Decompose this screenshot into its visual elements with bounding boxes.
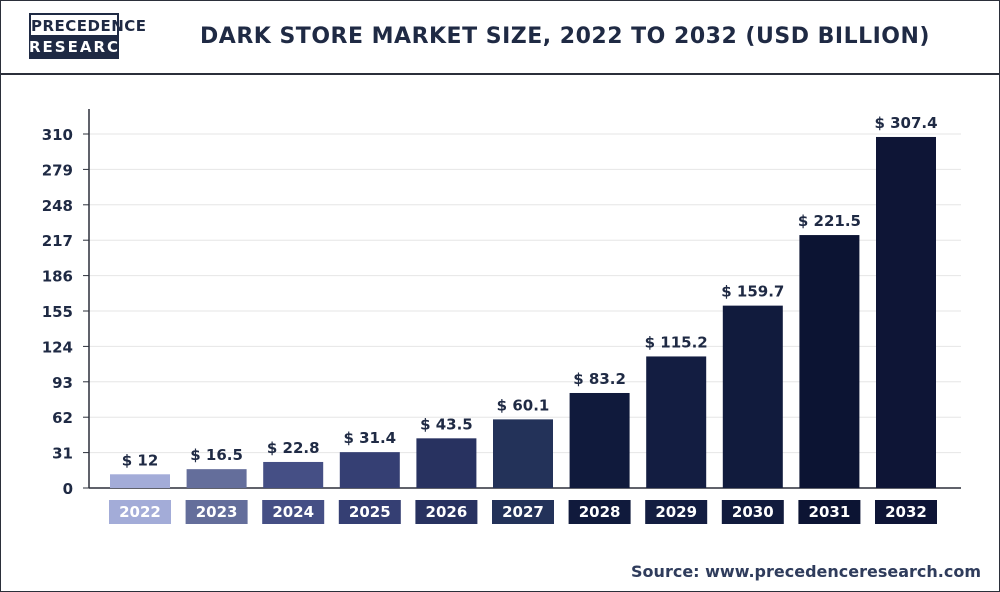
bar-chart: 0 31 62 93 124 155 186 217 248 279 310 $ 12 2022 $ 16…	[1, 77, 999, 547]
x-tick-label: 2022	[119, 503, 161, 521]
x-tick-label: 2029	[655, 503, 697, 521]
bar	[186, 469, 247, 488]
bar	[416, 438, 477, 488]
y-tick-label: 248	[42, 197, 73, 215]
x-tick-label-box	[568, 500, 631, 524]
y-tick-label: 93	[52, 374, 73, 392]
y-tick-label: 31	[52, 445, 73, 463]
x-tick-label-box	[415, 500, 478, 524]
header: PRECEDENCE RESEARCH DARK STORE MARKET SI…	[1, 1, 999, 75]
data-label: $ 60.1	[497, 396, 550, 414]
y-tick-label: 0	[63, 480, 73, 498]
data-label: $ 31.4	[343, 429, 396, 447]
bar	[876, 136, 936, 488]
logo-bottom-text: RESEARCH	[29, 35, 133, 59]
y-tick-label: 186	[42, 268, 73, 286]
x-tick-label: 2032	[885, 503, 927, 521]
bar-chart-svg: 0 31 62 93 124 155 186 217 248 279 310 $ 12 2022 $ 16…	[42, 109, 961, 524]
x-tick-label: 2025	[349, 503, 391, 521]
bar	[263, 461, 324, 488]
y-tick-label: 62	[52, 409, 73, 427]
bar	[646, 356, 707, 488]
x-tick-label: 2027	[502, 503, 544, 521]
x-tick-label: 2026	[426, 503, 468, 521]
data-label: $ 159.7	[721, 283, 784, 301]
x-tick-label-box	[262, 500, 325, 524]
bar	[722, 305, 783, 488]
x-tick-label: 2030	[732, 503, 774, 521]
chart-title: DARK STORE MARKET SIZE, 2022 TO 2032 (US…	[200, 24, 930, 49]
x-tick-label: 2023	[196, 503, 238, 521]
x-tick-label-box	[492, 500, 554, 524]
data-label: $ 307.4	[874, 114, 937, 132]
data-label: $ 16.5	[190, 446, 243, 464]
bar	[110, 474, 170, 488]
data-label: $ 221.5	[798, 212, 861, 230]
x-tick-label-box	[338, 500, 401, 524]
x-tick-label-box	[109, 500, 171, 524]
y-tick-label: 124	[42, 338, 73, 356]
data-label: $ 22.8	[267, 439, 320, 457]
data-label: $ 43.5	[420, 415, 473, 433]
bar	[339, 452, 400, 488]
brand-logo: PRECEDENCE RESEARCH	[29, 13, 146, 61]
x-tick-label-box	[798, 500, 861, 524]
source-credit: Source: www.precedenceresearch.com	[631, 562, 981, 581]
logo-top-text: PRECEDENCE	[29, 13, 146, 35]
y-tick-label: 310	[42, 126, 73, 144]
y-tick-label: 279	[42, 161, 73, 179]
data-label: $ 83.2	[573, 370, 626, 388]
x-tick-label-box	[645, 500, 708, 524]
x-tick-label-box	[875, 500, 937, 524]
x-tick-label: 2031	[809, 503, 851, 521]
bar	[799, 235, 860, 488]
data-label: $ 115.2	[645, 333, 708, 351]
x-tick-label: 2028	[579, 503, 621, 521]
data-label: $ 12	[122, 451, 159, 469]
x-tick-label: 2024	[272, 503, 314, 521]
y-tick-label: 155	[42, 303, 73, 321]
bar	[493, 419, 553, 488]
bar	[569, 392, 630, 488]
x-tick-label-box	[721, 500, 784, 524]
x-tick-label-box	[185, 500, 248, 524]
y-tick-label: 217	[42, 232, 73, 250]
